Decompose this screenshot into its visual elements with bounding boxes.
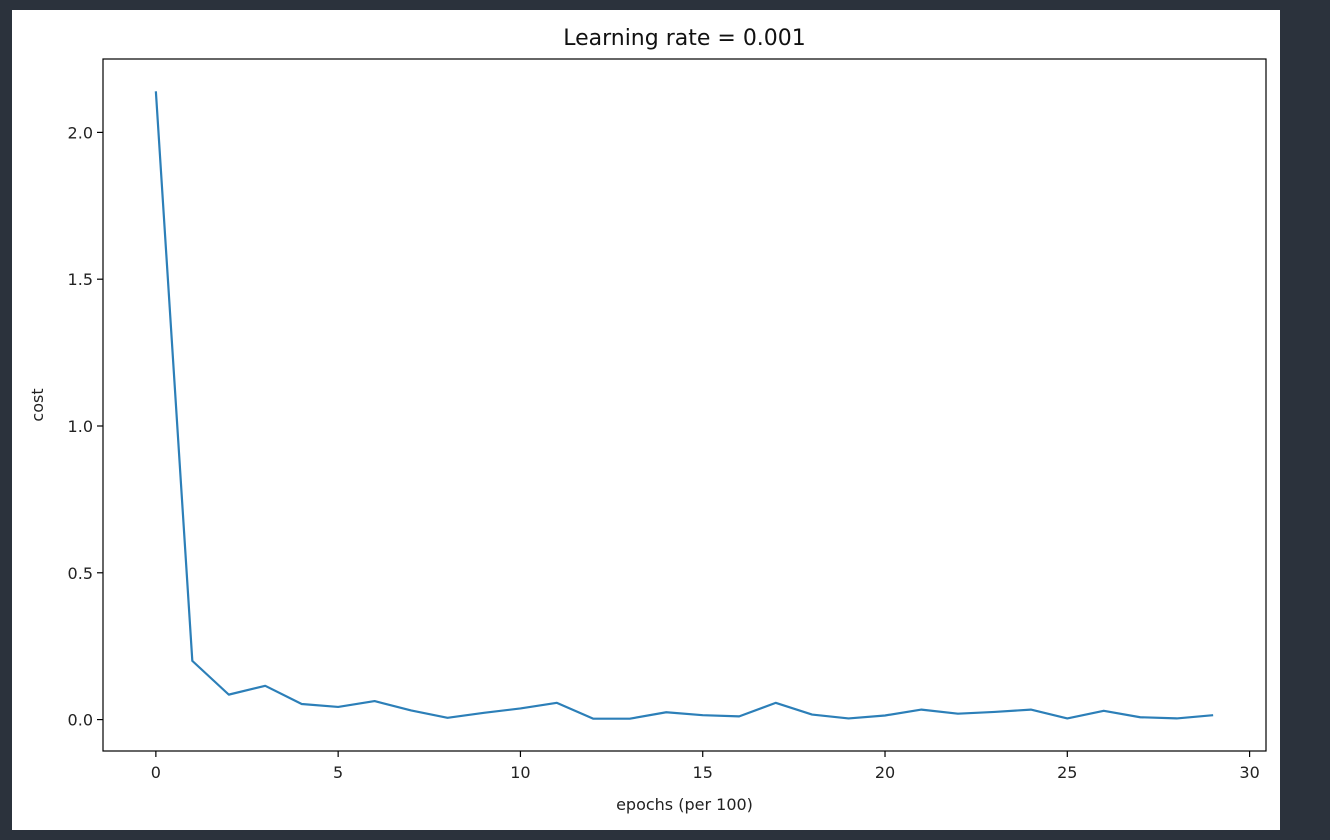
x-tick-label: 25 [1057,763,1077,782]
y-tick-label: 2.0 [68,123,93,142]
plot-frame [102,58,1267,752]
y-tick-label: 0.0 [68,711,93,730]
plot-area [102,58,1267,752]
x-axis: 0 5 10 15 20 25 30 [151,751,1260,782]
y-axis-label: cost [28,388,47,421]
x-axis-label: epochs (per 100) [616,795,753,814]
x-tick-label: 30 [1239,763,1259,782]
x-tick-label: 0 [151,763,161,782]
x-tick-label: 15 [693,763,713,782]
line-chart: Learning rate = 0.001 0 5 10 15 20 25 30 0.00.… [28,26,1267,814]
series-line-cost [154,91,1214,720]
figure: Learning rate = 0.001 0 5 10 15 20 25 30 0.0 0.… [12,10,1280,830]
x-tick-label: 20 [875,763,895,782]
y-tick-label: 1.0 [68,417,93,436]
y-tick-label: 0.5 [68,564,93,583]
chart-title: Learning rate = 0.001 [563,26,806,51]
x-tick-label: 10 [510,763,530,782]
y-axis: 0.0 0.5 1.0 1.5 2.0 [68,123,103,730]
x-tick-label: 5 [333,763,343,782]
y-tick-label: 1.5 [68,270,93,289]
